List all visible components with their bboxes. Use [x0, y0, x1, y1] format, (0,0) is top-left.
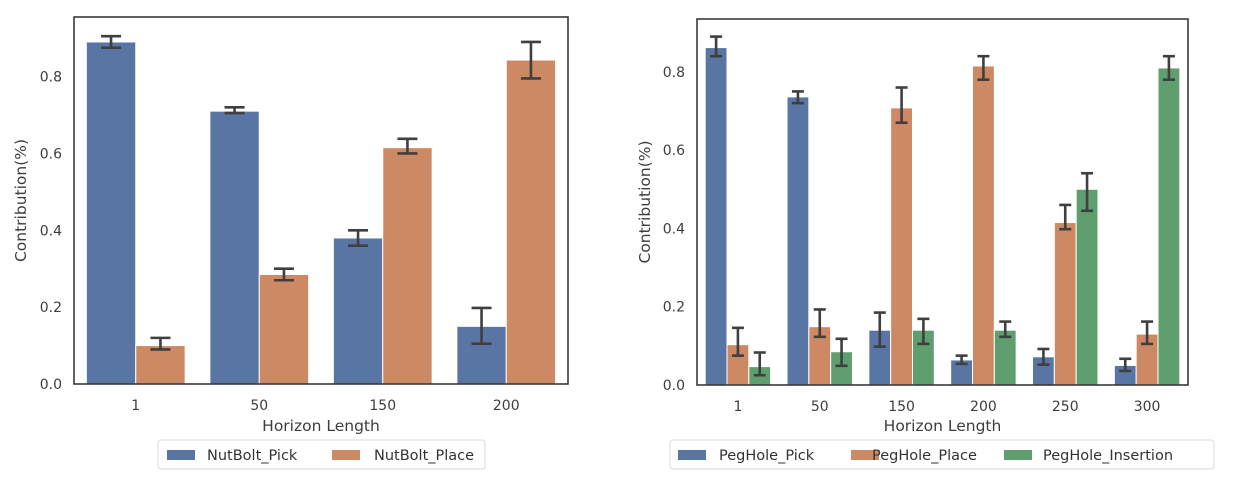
y-tick-label: 0.8 — [40, 70, 62, 86]
legend-label: PegHole_Place — [872, 448, 977, 464]
legend-label: NutBolt_Pick — [207, 448, 298, 464]
error-bar — [895, 86, 908, 125]
bar — [1053, 222, 1077, 386]
y-tick-label: 0.2 — [663, 300, 685, 316]
legend: NutBolt_Pick NutBolt_Place — [157, 439, 486, 470]
error-bar — [1162, 54, 1175, 81]
axes-frame — [73, 16, 569, 385]
error-bar — [1081, 171, 1094, 213]
error-bar — [1059, 203, 1072, 231]
error-bar — [835, 337, 848, 368]
error-bar — [224, 106, 245, 115]
bar — [1075, 188, 1099, 386]
bar — [890, 107, 913, 386]
legend-frame — [669, 439, 1215, 470]
legend-swatch — [851, 450, 879, 460]
y-axis-label: Contribution(%) — [636, 140, 654, 263]
error-bar — [731, 326, 744, 357]
error-bar — [471, 306, 492, 345]
x-tick-label: 50 — [811, 399, 829, 415]
bar — [704, 47, 728, 386]
legend-swatch — [332, 450, 360, 460]
legend-swatch — [1004, 450, 1032, 460]
axes-frame — [696, 18, 1189, 386]
x-tick-label: 1 — [733, 399, 742, 415]
x-tick-label: 200 — [970, 399, 997, 415]
error-bar — [1141, 320, 1154, 346]
error-bar — [977, 54, 990, 81]
error-bar — [348, 228, 369, 247]
legend-frame — [157, 439, 486, 470]
legend-swatch — [167, 450, 195, 460]
y-axis-label: Contribution(%) — [12, 139, 30, 262]
y-tick-label: 0.2 — [40, 300, 62, 316]
y-tick-label: 0.0 — [40, 377, 62, 393]
legend-label: NutBolt_Place — [374, 448, 474, 464]
error-bar — [150, 336, 171, 351]
error-bar — [1037, 347, 1050, 366]
error-bar — [397, 137, 418, 155]
x-tick-label: 200 — [493, 398, 520, 414]
bar — [258, 273, 310, 385]
error-bar — [273, 267, 294, 282]
bar — [505, 59, 557, 385]
legend: PegHole_Pick PegHole_Place PegHole_Inserti… — [669, 439, 1215, 470]
error-bar — [955, 354, 968, 366]
legend-swatch — [678, 450, 706, 460]
legend-label: PegHole_Pick — [719, 448, 815, 464]
y-tick-label: 0.0 — [663, 378, 685, 394]
error-bar — [753, 351, 766, 377]
bar — [209, 110, 260, 385]
error-bar — [917, 317, 930, 346]
error-bar — [1119, 357, 1132, 373]
bar — [135, 345, 186, 385]
bar — [1157, 67, 1181, 386]
error-bar — [999, 320, 1012, 339]
error-bar — [873, 311, 886, 348]
error-bar — [813, 308, 826, 339]
bar — [993, 329, 1017, 386]
bar — [786, 96, 810, 386]
x-axis-label: Horizon Length — [262, 417, 380, 435]
x-tick-label: 50 — [250, 398, 268, 414]
error-bar — [101, 34, 122, 50]
bar — [972, 65, 995, 386]
y-tick-label: 0.4 — [663, 221, 685, 237]
error-bar — [520, 40, 541, 80]
error-bar — [710, 35, 723, 58]
bar — [85, 41, 137, 385]
bar — [332, 237, 384, 385]
x-tick-label: 150 — [369, 398, 396, 414]
y-tick-label: 0.8 — [663, 65, 685, 81]
y-tick-label: 0.4 — [40, 223, 62, 239]
error-bar — [791, 90, 804, 105]
legend-label: PegHole_Insertion — [1043, 448, 1173, 464]
x-tick-label: 1 — [131, 398, 140, 414]
y-tick-label: 0.6 — [663, 143, 685, 159]
x-tick-label: 300 — [1134, 399, 1161, 415]
y-tick-label: 0.6 — [40, 146, 62, 162]
bar — [382, 147, 433, 385]
x-axis-label: Horizon Length — [884, 417, 1002, 435]
x-tick-label: 150 — [888, 399, 915, 415]
x-tick-label: 250 — [1052, 399, 1079, 415]
